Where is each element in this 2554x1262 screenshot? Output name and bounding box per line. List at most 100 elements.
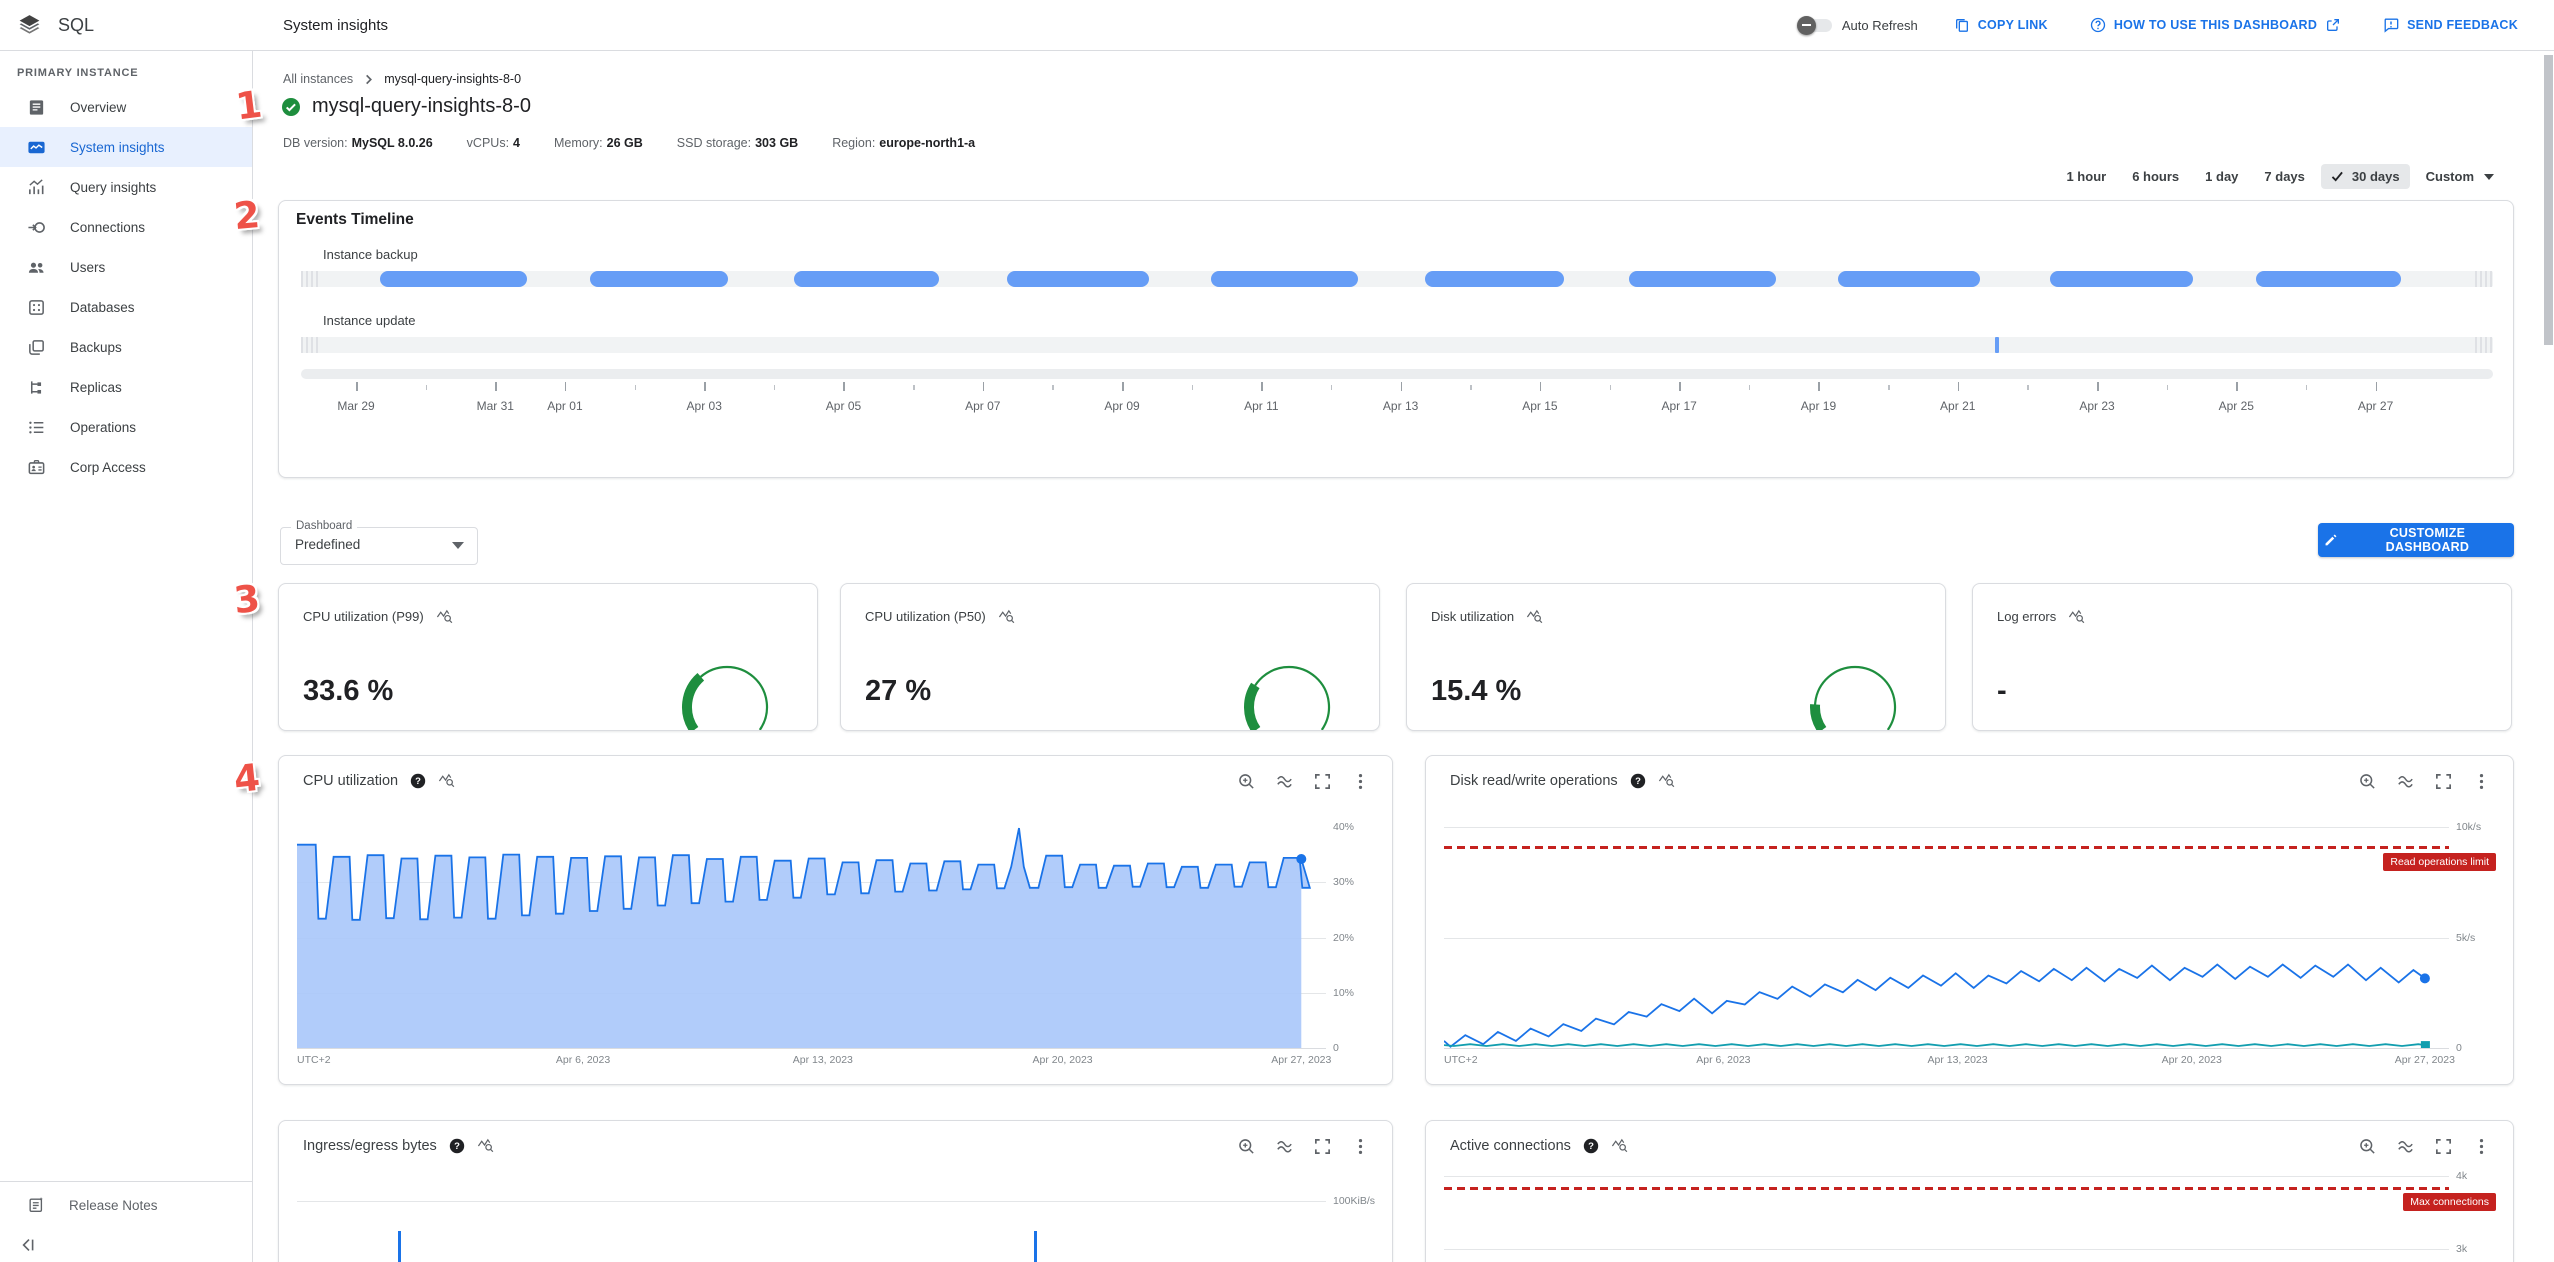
zoom-in-icon[interactable] xyxy=(1237,1137,1256,1156)
collapse-sidebar-button[interactable] xyxy=(0,1228,252,1262)
backup-event-bar[interactable] xyxy=(1006,271,1150,287)
release-notes-label: Release Notes xyxy=(69,1197,158,1213)
fullscreen-icon[interactable] xyxy=(1313,772,1332,791)
chart-title-row: CPU utilization? xyxy=(303,772,455,789)
metrics-explorer-icon[interactable] xyxy=(2068,608,2085,625)
x-axis-tick-label: UTC+2 xyxy=(297,1054,331,1066)
chart-gridline xyxy=(1444,1176,2449,1177)
zoom-in-icon[interactable] xyxy=(2358,772,2377,791)
more-vert-icon[interactable] xyxy=(1351,772,1370,791)
help-icon[interactable]: ? xyxy=(449,1138,465,1154)
copy-link-button[interactable]: COPY LINK xyxy=(1948,16,2054,34)
zoom-in-icon[interactable] xyxy=(2358,1137,2377,1156)
detail-value: 26 GB xyxy=(606,136,643,150)
backup-event-bar[interactable] xyxy=(794,271,939,287)
time-range-option-1-day[interactable]: 1 day xyxy=(2195,164,2248,189)
sidebar-item-system-insights[interactable]: System insights xyxy=(0,127,252,167)
zoom-in-icon[interactable] xyxy=(1237,772,1256,791)
metrics-explorer-icon[interactable] xyxy=(436,608,453,625)
axis-date-label: Apr 25 xyxy=(2218,399,2254,413)
sidebar-item-query-insights[interactable]: Query insights xyxy=(0,167,252,207)
page-title: System insights xyxy=(283,16,389,34)
axis-tick xyxy=(564,382,567,391)
vertical-scrollbar-thumb[interactable] xyxy=(2544,55,2553,345)
axis-tick xyxy=(913,385,915,390)
backup-event-bar[interactable] xyxy=(1629,271,1777,287)
more-vert-icon[interactable] xyxy=(2472,772,2491,791)
send-feedback-label: SEND FEEDBACK xyxy=(2407,18,2518,32)
update-event-marker[interactable] xyxy=(1995,337,2000,353)
corp-access-icon xyxy=(27,458,46,477)
timeline-scroll-band[interactable] xyxy=(301,369,2493,379)
axis-tick xyxy=(1191,385,1194,390)
time-range-option-1-hour[interactable]: 1 hour xyxy=(2056,164,2116,189)
product-logo-area[interactable]: SQL xyxy=(0,13,252,38)
annotation-marker-3: 3 xyxy=(231,576,262,623)
sidebar-item-connections[interactable]: Connections xyxy=(0,207,252,247)
time-range-option-30-days[interactable]: 30 days xyxy=(2320,164,2410,189)
metrics-explorer-icon[interactable] xyxy=(1611,1137,1628,1154)
detail-label: DB version: xyxy=(283,136,348,150)
chart-gridline xyxy=(297,1048,1326,1049)
backup-event-bar[interactable] xyxy=(2256,271,2401,287)
metrics-explorer-icon[interactable] xyxy=(438,772,455,789)
sidebar-item-replicas[interactable]: Replicas xyxy=(0,367,252,407)
axis-date-label: Apr 03 xyxy=(686,399,722,413)
instance-update-track[interactable] xyxy=(301,337,2493,353)
backup-event-bar[interactable] xyxy=(1837,271,1981,287)
sidebar-item-release-notes[interactable]: Release Notes xyxy=(0,1182,252,1228)
axis-tick xyxy=(1539,382,1542,391)
breadcrumb-all-instances[interactable]: All instances xyxy=(283,72,354,86)
auto-refresh-toggle[interactable] xyxy=(1796,15,1832,35)
help-icon[interactable]: ? xyxy=(410,773,426,789)
sidebar-item-corp-access[interactable]: Corp Access xyxy=(0,447,252,487)
legend-icon[interactable] xyxy=(2396,772,2415,791)
detail-value: europe-north1-a xyxy=(879,136,976,150)
instance-detail: SSD storage: 303 GB xyxy=(677,136,798,150)
max-connections-badge: Max connections xyxy=(2403,1193,2496,1211)
legend-icon[interactable] xyxy=(2396,1137,2415,1156)
legend-icon[interactable] xyxy=(1275,772,1294,791)
chart-gridline xyxy=(1444,937,2449,939)
backup-event-bar[interactable] xyxy=(2050,271,2193,287)
time-range-selector: 1 hour 6 hours 1 day 7 days 30 days Custom xyxy=(2056,164,2504,189)
more-vert-icon[interactable] xyxy=(1351,1137,1370,1156)
sidebar-item-backups[interactable]: Backups xyxy=(0,327,252,367)
sidebar-item-users[interactable]: Users xyxy=(0,247,252,287)
metrics-explorer-icon[interactable] xyxy=(477,1137,494,1154)
metrics-explorer-icon[interactable] xyxy=(998,608,1015,625)
backup-event-bar[interactable] xyxy=(590,271,729,287)
how-to-use-dashboard-button[interactable]: HOW TO USE THIS DASHBOARD xyxy=(2084,16,2347,34)
time-range-option-Custom[interactable]: Custom xyxy=(2416,164,2504,189)
customize-dashboard-button[interactable]: CUSTOMIZE DASHBOARD xyxy=(2318,523,2514,557)
dashboard-select[interactable]: Dashboard Predefined xyxy=(280,520,478,565)
copy-icon xyxy=(1955,19,1968,32)
sidebar-item-operations[interactable]: Operations xyxy=(0,407,252,447)
send-feedback-button[interactable]: SEND FEEDBACK xyxy=(2377,16,2524,34)
instance-backup-track[interactable] xyxy=(301,271,2493,287)
gauge-chart xyxy=(667,651,787,730)
sql-layers-icon xyxy=(19,14,40,34)
help-icon[interactable]: ? xyxy=(1583,1138,1599,1154)
x-axis-tick-label: Apr 13, 2023 xyxy=(1927,1054,1988,1066)
legend-icon[interactable] xyxy=(1275,1137,1294,1156)
chart-actions xyxy=(1237,772,1370,791)
backup-event-bar[interactable] xyxy=(1210,271,1358,287)
replicas-icon xyxy=(27,378,46,397)
fullscreen-icon[interactable] xyxy=(2434,1137,2453,1156)
sidebar-item-overview[interactable]: Overview xyxy=(0,87,252,127)
time-range-option-7-days[interactable]: 7 days xyxy=(2254,164,2314,189)
fullscreen-icon[interactable] xyxy=(2434,772,2453,791)
sidebar-item-databases[interactable]: Databases xyxy=(0,287,252,327)
metrics-explorer-icon[interactable] xyxy=(1526,608,1543,625)
time-range-option-6-hours[interactable]: 6 hours xyxy=(2122,164,2189,189)
ingress-egress-chart-card: Ingress/egress bytes? 100KiB/s xyxy=(278,1120,1393,1262)
fullscreen-icon[interactable] xyxy=(1313,1137,1332,1156)
axis-date-label: Apr 09 xyxy=(1104,399,1140,413)
metrics-explorer-icon[interactable] xyxy=(1658,772,1675,789)
help-icon[interactable]: ? xyxy=(1630,773,1646,789)
more-vert-icon[interactable] xyxy=(2472,1137,2491,1156)
cpu-area-chart xyxy=(297,827,1326,1048)
backup-event-bar[interactable] xyxy=(1425,271,1564,287)
backup-event-bar[interactable] xyxy=(379,271,527,287)
